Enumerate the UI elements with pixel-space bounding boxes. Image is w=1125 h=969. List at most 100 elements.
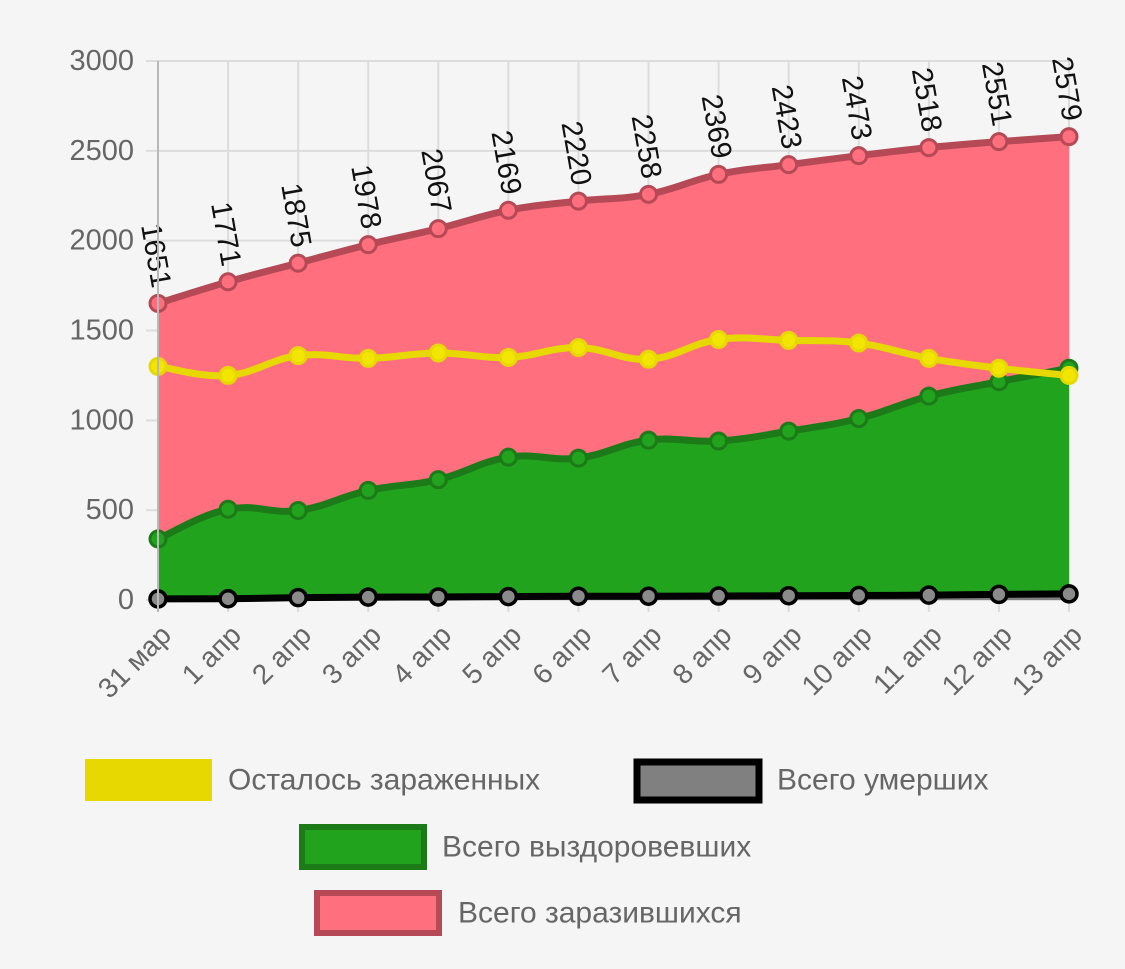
total_recovered-point — [709, 431, 729, 451]
total_deaths-point — [218, 588, 238, 609]
data-label: 1875 — [274, 181, 317, 250]
x-tick-label: 11 апр — [867, 619, 948, 700]
data-labels: 1651 1771 1875 1978 2067 2169 2220 2258 2369 2423… — [134, 54, 1088, 290]
remaining_infected-point — [358, 348, 378, 368]
y-tick-label: 500 — [86, 494, 134, 526]
legend-item-total-recovered: Всего выздоровевших — [299, 824, 751, 870]
y-tick-label: 1000 — [69, 404, 134, 436]
data-label: 2067 — [414, 146, 457, 215]
total_recovered-point — [568, 448, 588, 468]
x-tick-label: 3 апр — [316, 619, 387, 690]
y-tick-label: 0 — [118, 584, 134, 616]
total_infected-point — [358, 235, 378, 255]
legend-item-total-infected: Всего заразившихся — [314, 890, 742, 936]
x-tick-label: 6 апр — [526, 619, 597, 690]
total_infected-point — [989, 132, 1009, 152]
y-tick-label: 1500 — [69, 315, 134, 347]
total_deaths-point — [919, 585, 939, 605]
total_infected-point — [919, 138, 939, 158]
total_recovered-point — [288, 501, 308, 521]
total_infected-point — [498, 200, 518, 220]
x-tick-label: 5 апр — [456, 619, 527, 690]
legend-label: Всего заразившихся — [458, 897, 742, 930]
data-label: 2258 — [625, 112, 668, 181]
legend: Осталось зараженных Всего умерших Всего вы… — [85, 758, 988, 936]
remaining_infected-point — [709, 329, 729, 349]
total_infected-point — [428, 219, 448, 239]
total_infected-point — [709, 164, 729, 184]
remaining_infected-point — [639, 349, 659, 369]
remaining_infected-point — [428, 343, 448, 363]
total_recovered-point — [218, 499, 238, 519]
remaining_infected-point — [1059, 365, 1079, 385]
legend-swatch — [299, 824, 427, 870]
data-label: 2579 — [1045, 54, 1088, 123]
legend-swatch — [633, 758, 763, 804]
total_deaths-point — [989, 584, 1009, 605]
remaining_infected-point — [989, 358, 1009, 378]
total_recovered-area — [158, 368, 1069, 600]
total_deaths-point — [1059, 584, 1079, 604]
x-tick-label: 13 апр — [1006, 619, 1088, 701]
total_recovered-point — [779, 421, 799, 441]
total_deaths-point — [849, 585, 869, 606]
total_recovered-point — [428, 470, 448, 490]
data-label: 2169 — [484, 128, 527, 197]
data-label: 2423 — [765, 82, 808, 151]
legend-label: Всего умерших — [777, 764, 988, 797]
remaining_infected-point — [849, 333, 869, 353]
x-tick-label: 2 апр — [246, 619, 317, 690]
total_infected-point — [849, 146, 869, 166]
total_infected-point — [1059, 127, 1079, 147]
x-tick-label: 10 апр — [796, 619, 878, 701]
total_deaths-point — [498, 586, 519, 607]
total_infected-point — [568, 191, 588, 211]
legend-label: Всего выздоровевших — [442, 831, 751, 864]
x-tick-label: 31 мар — [92, 619, 177, 704]
legend-swatch — [314, 890, 442, 936]
data-label: 2518 — [905, 65, 948, 134]
total_recovered-point — [849, 409, 869, 429]
y-tick-label: 3000 — [69, 45, 134, 77]
remaining_infected-point — [568, 338, 588, 358]
remaining_infected-point — [498, 347, 518, 367]
total_infected-point — [779, 155, 799, 175]
total_deaths-point — [708, 586, 729, 606]
total_infected-point — [218, 272, 238, 292]
legend-item-total-deaths: Всего умерших — [633, 758, 988, 804]
total_infected-point — [288, 253, 308, 273]
x-tick-label: 8 апр — [666, 619, 737, 690]
x-tick-label: 7 апр — [596, 619, 667, 690]
x-tick-label: 12 апр — [936, 619, 1018, 701]
remaining_infected-point — [218, 365, 238, 385]
data-label: 2473 — [835, 73, 878, 142]
total_deaths-point — [638, 586, 659, 606]
data-label: 2551 — [975, 59, 1018, 128]
data-label: 2220 — [555, 119, 598, 188]
total_deaths-point — [358, 587, 378, 607]
total_recovered-point — [358, 480, 378, 500]
total_infected-point — [639, 184, 659, 204]
x-tick-label: 4 апр — [386, 619, 457, 690]
data-label: 1978 — [344, 162, 387, 231]
remaining_infected-point — [288, 346, 308, 366]
total_deaths-point — [778, 585, 799, 606]
total_recovered-point — [639, 430, 659, 450]
data-label: 1771 — [204, 199, 247, 268]
legend-swatch — [85, 759, 212, 801]
total_deaths-point — [288, 587, 308, 608]
x-tick-label: 1 апр — [176, 619, 247, 690]
data-label: 1651 — [134, 221, 177, 290]
y-tick-label: 2000 — [69, 225, 134, 257]
total_recovered-point — [498, 447, 518, 467]
total_recovered-point — [919, 386, 939, 406]
legend-label: Осталось зараженных — [228, 764, 540, 797]
series-points — [148, 127, 1079, 609]
legend-item-remaining-infected: Осталось зараженных — [85, 759, 540, 801]
remaining_infected-point — [779, 330, 799, 350]
y-tick-label: 2500 — [69, 135, 134, 167]
total_deaths-point — [568, 586, 589, 606]
remaining_infected-point — [919, 348, 939, 368]
